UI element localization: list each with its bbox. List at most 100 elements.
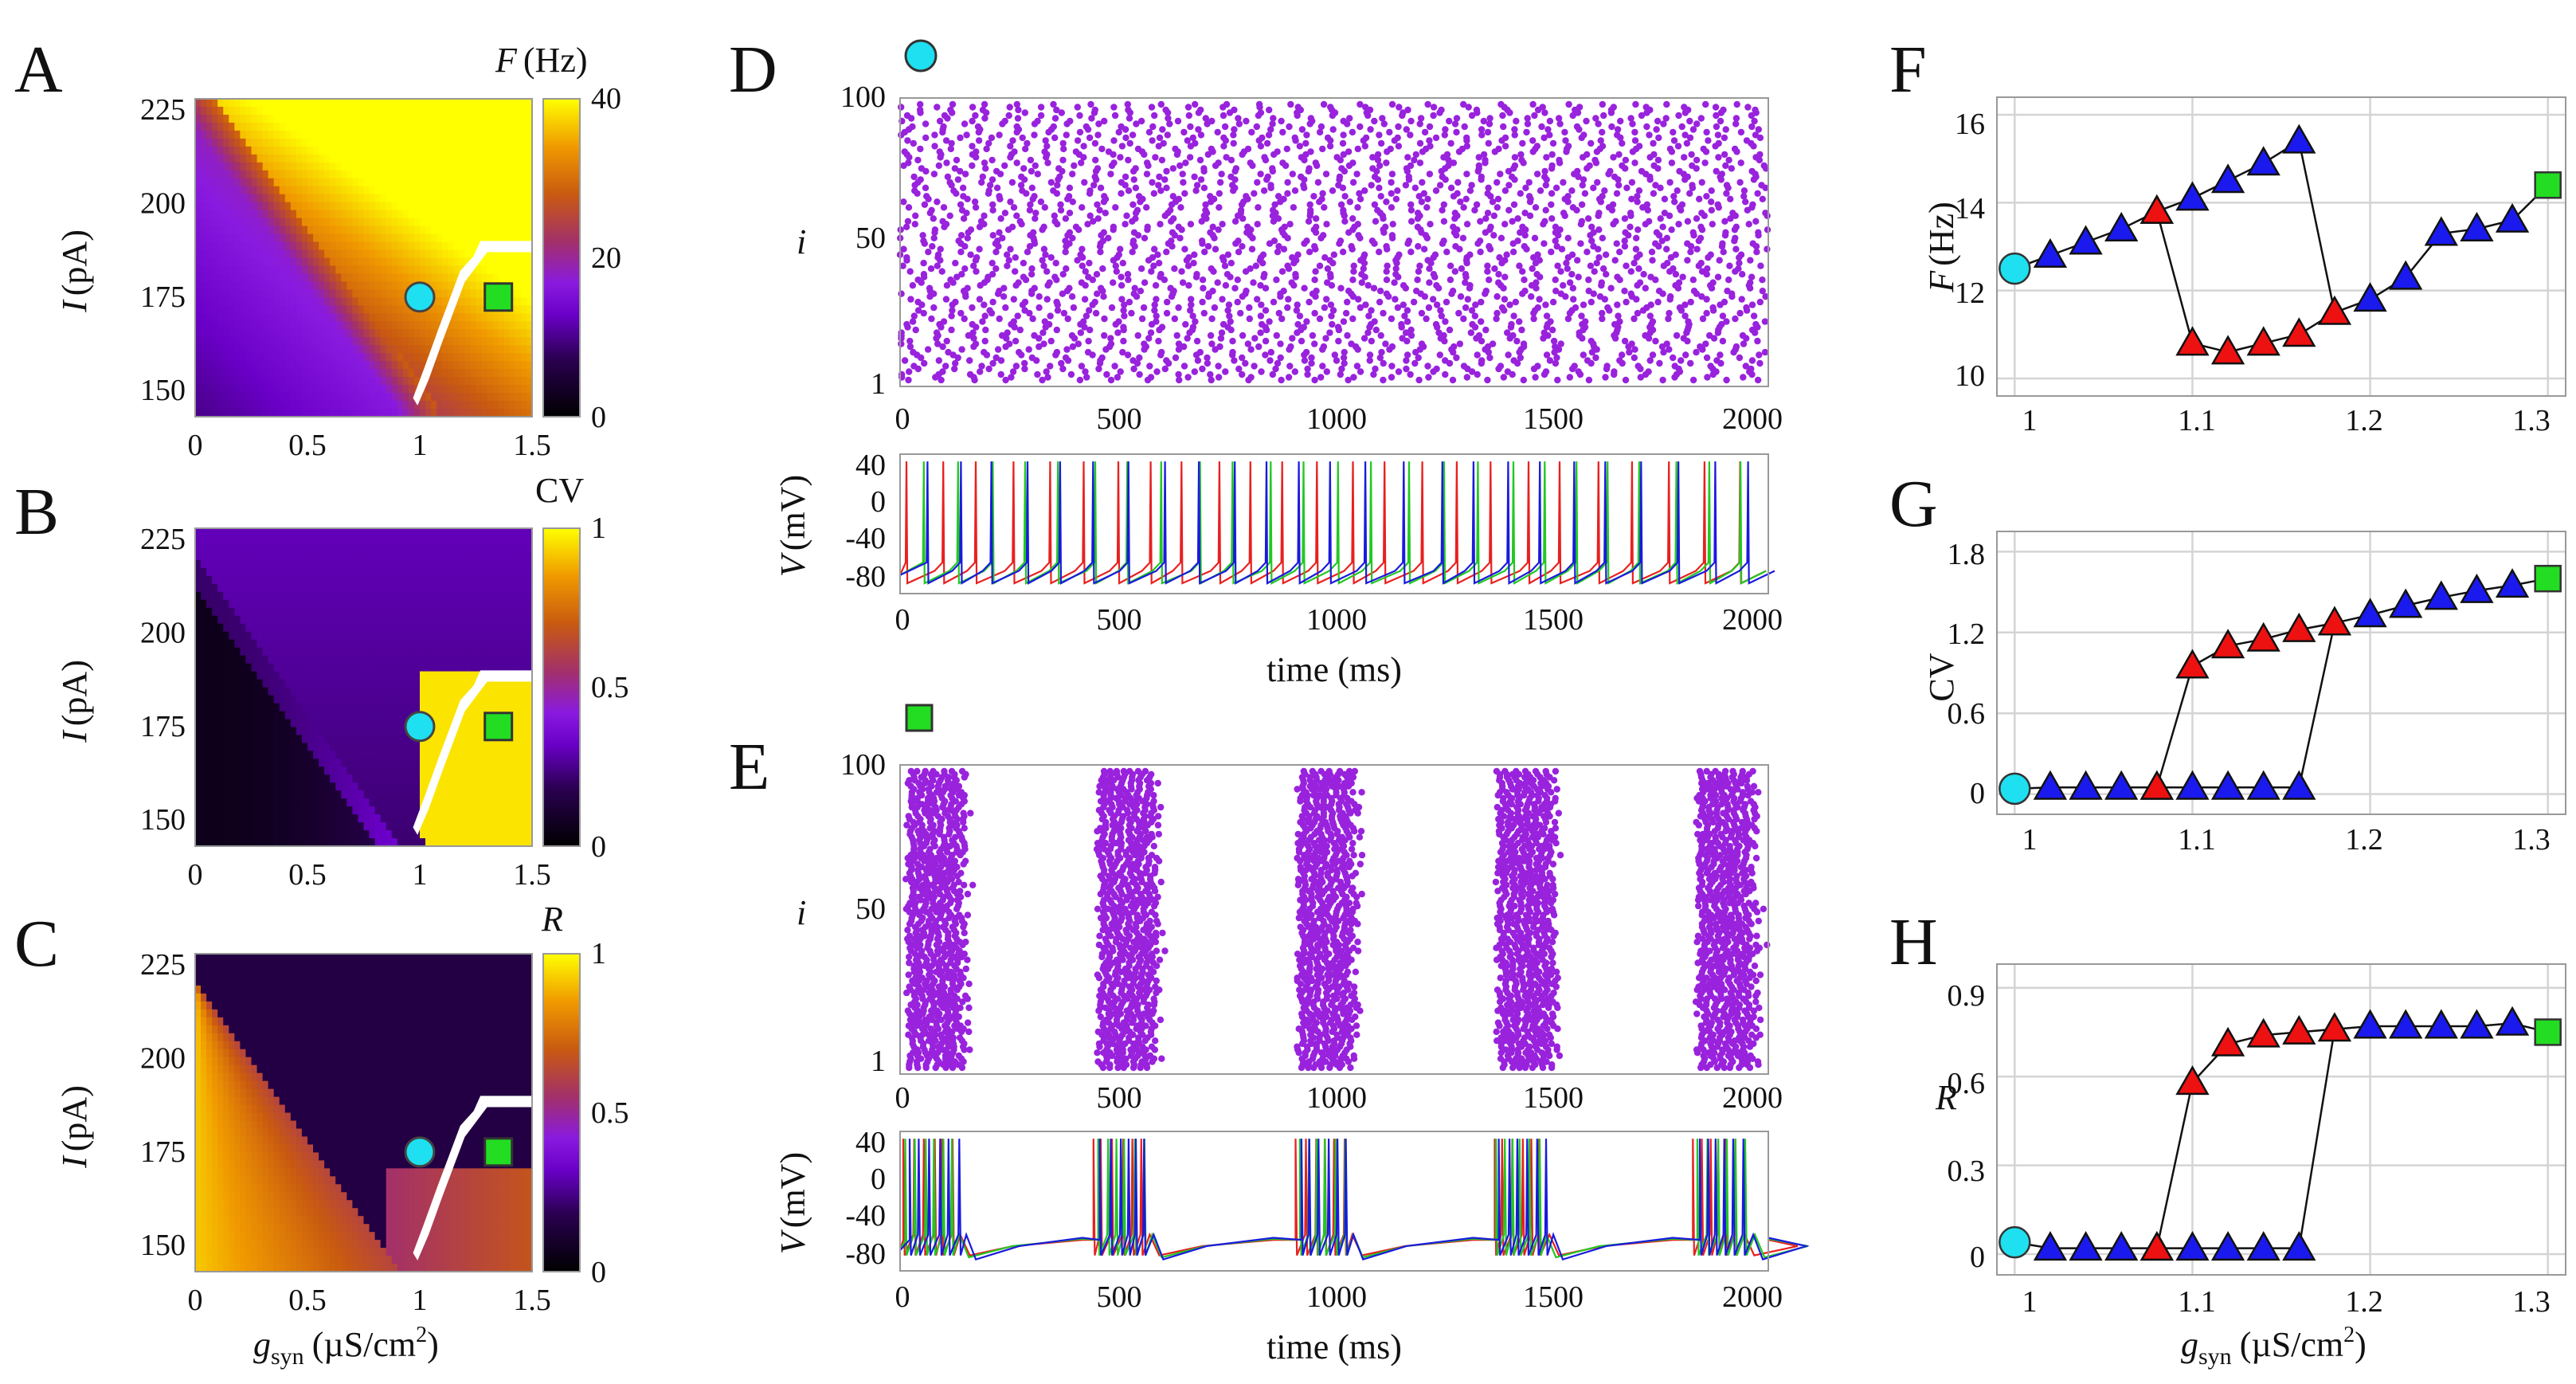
heatmap-b-cell xyxy=(369,591,376,601)
heatmap-a-cell xyxy=(268,353,275,362)
heatmap-b-cell xyxy=(363,798,370,807)
heatmap-a-cell xyxy=(425,178,432,187)
heatmap-b-cell xyxy=(330,655,336,665)
heatmap-a-cell xyxy=(397,393,404,402)
heatmap-a-cell xyxy=(268,393,275,402)
heatmap-a-cell xyxy=(201,218,207,227)
heatmap-b-cell xyxy=(498,567,505,577)
heatmap-c-cell xyxy=(201,1128,207,1138)
heatmap-b-cell xyxy=(245,655,253,665)
heatmap-a-cell xyxy=(476,146,483,155)
heatmap-a-cell xyxy=(402,353,409,362)
heatmap-a-cell xyxy=(515,401,522,410)
heatmap-a-cell xyxy=(408,122,415,131)
heatmap-b-cell xyxy=(273,528,280,537)
heatmap-a-cell xyxy=(498,114,505,124)
heatmap-a-cell xyxy=(307,233,314,243)
heatmap-a-cell xyxy=(335,385,342,394)
heatmap-b-cell xyxy=(319,543,325,553)
heatmap-b-cell xyxy=(290,687,297,696)
heatmap-a-cell xyxy=(397,361,404,370)
heatmap-a-cell xyxy=(335,138,342,147)
heatmap-b-cell xyxy=(206,663,213,672)
heatmap-b-cell xyxy=(262,838,269,847)
heatmap-a-cell xyxy=(268,146,275,155)
heatmap-b-cell xyxy=(268,567,275,577)
heatmap-b-cell xyxy=(352,647,359,657)
heatmap-b-cell xyxy=(262,559,269,569)
heatmap-a-cell xyxy=(481,393,488,402)
heatmap-a-cell xyxy=(319,273,325,283)
heatmap-b-cell xyxy=(268,727,275,735)
heatmap-b-cell xyxy=(217,751,224,759)
heatmap-b-cell xyxy=(374,838,382,847)
heatmap-a-cell xyxy=(223,154,229,163)
heatmap-a-cell xyxy=(509,146,516,155)
heatmap-b-cell xyxy=(391,695,398,704)
heatmap-b-cell xyxy=(369,575,376,585)
heatmap-a-cell xyxy=(262,401,269,410)
heatmap-a-cell xyxy=(526,337,533,346)
heatmap-a-cell xyxy=(520,305,527,314)
heatmap-a-cell xyxy=(346,138,353,147)
heatmap-b-cell xyxy=(397,655,404,665)
heatmap-b-cell xyxy=(217,567,224,577)
heatmap-a-cell xyxy=(273,257,280,267)
heatmap-c-cell xyxy=(195,1049,202,1058)
heatmap-b-cell xyxy=(487,814,494,823)
heatmap-b-cell xyxy=(470,751,477,759)
heatmap-a-cell xyxy=(526,106,533,116)
heatmap-b-cell xyxy=(206,790,213,799)
heatmap-a-cell xyxy=(273,249,280,259)
heatmap-a-cell xyxy=(413,130,421,139)
heatmap-b-cell xyxy=(234,591,241,601)
heatmap-b-cell xyxy=(352,695,359,704)
heatmap-a-cell xyxy=(369,297,376,306)
heatmap-a-cell xyxy=(201,99,207,108)
heatmap-a-cell xyxy=(313,297,319,306)
heatmap-b-cell xyxy=(284,782,292,791)
heatmap-b-cell xyxy=(245,528,253,537)
heatmap-b-cell xyxy=(481,535,488,545)
heatmap-a-cell xyxy=(503,273,511,283)
heatmap-a-cell xyxy=(380,249,387,259)
heatmap-a-cell xyxy=(319,138,325,147)
heatmap-a-cell xyxy=(201,393,207,402)
heatmap-b-cell xyxy=(515,727,522,735)
heatmap-b-cell xyxy=(448,559,454,569)
heatmap-b-cell xyxy=(391,615,398,625)
heatmap-b-cell xyxy=(408,528,415,537)
heatmap-a-cell xyxy=(223,401,229,410)
heatmap-b-cell xyxy=(262,639,269,649)
heatmap-b-cell xyxy=(437,830,443,839)
heatmap-b-cell xyxy=(402,639,409,649)
heatmap-c-cell xyxy=(201,1192,207,1201)
heatmap-b-cell xyxy=(206,687,213,696)
heatmap-a-cell xyxy=(290,401,297,410)
heatmap-a-cell xyxy=(268,178,275,187)
heatmap-a-cell xyxy=(431,377,437,386)
heatmap-b-cell xyxy=(442,639,448,649)
heatmap-b-cell xyxy=(386,671,393,680)
heatmap-a-cell xyxy=(476,178,483,187)
heatmap-a-cell xyxy=(346,281,353,290)
heatmap-b-cell xyxy=(352,830,359,839)
heatmap-b-cell xyxy=(464,559,472,569)
heatmap-b-cell xyxy=(301,806,308,815)
heatmap-a-cell xyxy=(279,377,286,386)
heatmap-a-cell xyxy=(476,210,483,219)
heatmap-b-cell xyxy=(201,543,207,553)
heatmap-a-cell xyxy=(201,154,207,163)
heatmap-a-cell xyxy=(324,241,331,251)
heatmap-b-cell xyxy=(229,559,235,569)
heatmap-b-cell xyxy=(256,575,264,585)
heatmap-b-cell xyxy=(515,623,522,633)
heatmap-b-cell xyxy=(369,782,376,791)
heatmap-b-cell xyxy=(509,790,516,799)
heatmap-b-cell xyxy=(262,607,269,617)
heatmap-b-cell xyxy=(324,790,331,799)
heatmap-b-cell xyxy=(296,814,303,823)
heatmap-b-cell xyxy=(201,528,207,537)
heatmap-a-cell xyxy=(520,377,527,386)
heatmap-a-cell xyxy=(313,305,319,314)
